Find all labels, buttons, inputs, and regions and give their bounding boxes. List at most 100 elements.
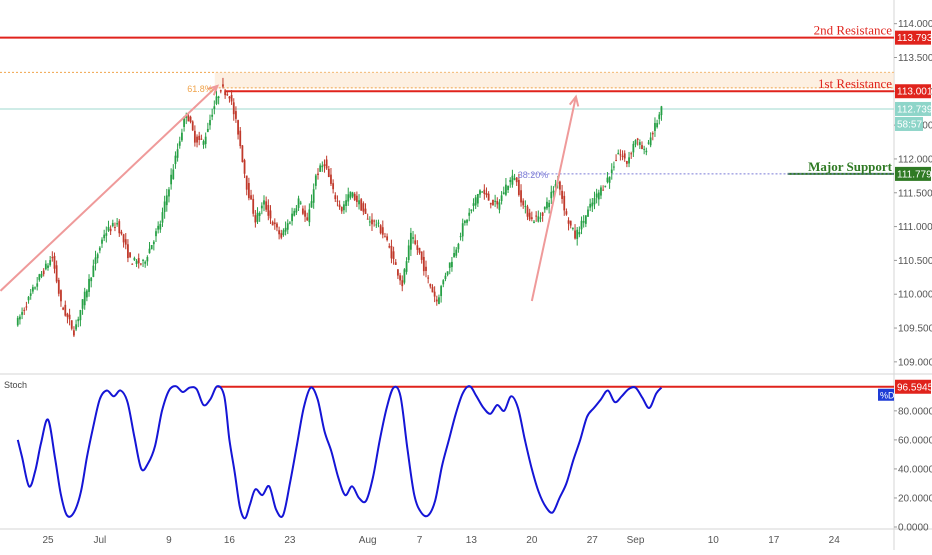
candle — [636, 137, 639, 146]
candle-body — [597, 192, 600, 200]
candle — [550, 185, 553, 204]
price-tick-label: 114.000 — [898, 19, 932, 30]
candle — [524, 200, 527, 214]
candle-body — [222, 84, 224, 87]
candle-body — [349, 191, 352, 198]
candle — [569, 220, 572, 229]
candle — [88, 274, 90, 297]
candle — [494, 194, 497, 207]
candle — [597, 189, 600, 206]
candle-body — [371, 219, 373, 225]
candle-body — [492, 199, 494, 206]
candle — [280, 229, 283, 240]
candle — [109, 225, 112, 236]
candle — [306, 212, 309, 222]
candle — [345, 194, 347, 213]
candle-body — [304, 210, 306, 217]
candle — [235, 106, 237, 123]
candle — [51, 251, 54, 262]
stoch-series-badge-bg — [878, 388, 894, 401]
candle-body — [230, 94, 233, 102]
candle — [314, 173, 317, 190]
candle-body — [34, 287, 36, 289]
candle — [226, 90, 229, 96]
candle — [496, 197, 499, 209]
candle — [323, 159, 326, 173]
candle-body — [330, 174, 332, 184]
candle — [530, 211, 533, 222]
candle — [502, 186, 505, 195]
candle-body — [137, 258, 140, 264]
candle-body — [535, 215, 538, 217]
candle — [327, 165, 330, 178]
arrow-rally-head — [207, 84, 220, 96]
stochastic-panel: Stoch 0.0000 20.0000 40.0000 60.0000 80.0000%… — [4, 379, 932, 534]
candle-body — [21, 312, 23, 315]
candle-body — [81, 299, 84, 309]
candle-body — [429, 284, 432, 287]
candle-body — [243, 160, 246, 174]
candle — [219, 89, 222, 94]
candle — [373, 219, 376, 227]
candle-body — [656, 123, 659, 128]
candle — [263, 195, 265, 212]
candle-body — [308, 209, 311, 223]
candle — [332, 179, 335, 194]
candle-body — [189, 116, 192, 122]
candle-body — [362, 203, 365, 212]
candle-body — [336, 200, 339, 202]
candle — [247, 177, 250, 201]
candle — [427, 275, 430, 284]
candle — [131, 263, 134, 265]
current-price-badge: 112.739 58:57 — [895, 101, 932, 131]
candle-body — [183, 118, 185, 127]
candle — [606, 171, 609, 184]
candle-body — [513, 178, 516, 180]
candle-body — [567, 220, 570, 224]
candle — [64, 300, 67, 317]
candle-body — [440, 286, 443, 297]
candle — [133, 256, 136, 262]
candle — [565, 208, 568, 216]
candle-body — [27, 296, 30, 301]
candle-body — [116, 223, 119, 225]
candle-body — [105, 233, 108, 236]
candle — [438, 294, 440, 305]
time-axis[interactable]: 25 Jul 9 16 23 Aug 7 13 20 27 Sep 10 17 24 — [42, 535, 840, 546]
stoch-value-badge: 96.5945 — [895, 379, 932, 394]
candle — [222, 77, 224, 89]
candle-body — [541, 212, 544, 216]
candle-body — [241, 145, 244, 163]
candle — [79, 309, 82, 327]
candle-body — [487, 193, 490, 201]
candle-body — [152, 241, 155, 245]
candle-body — [191, 121, 194, 131]
time-tick-label: Sep — [627, 535, 645, 546]
candle — [70, 320, 73, 331]
candle-body — [630, 153, 633, 155]
candle — [442, 279, 445, 288]
candle — [526, 204, 529, 221]
candle-body — [533, 221, 535, 223]
candle — [297, 195, 300, 212]
candle — [122, 233, 125, 248]
candle — [608, 176, 611, 189]
candle — [522, 198, 525, 209]
candle — [390, 239, 393, 264]
candle — [574, 224, 576, 240]
candle-body — [476, 193, 479, 204]
candle — [492, 199, 494, 206]
candle-body — [280, 233, 283, 238]
candle-body — [263, 200, 265, 205]
candle — [576, 226, 579, 246]
candle — [330, 167, 332, 186]
candle-body — [539, 217, 542, 219]
second-resistance-price-badge-text: 113.793 — [897, 33, 932, 44]
candle — [304, 205, 306, 222]
stoch-tick-label: 60.0000 — [898, 435, 932, 446]
candle — [472, 198, 475, 212]
time-tick-label: 27 — [587, 535, 599, 546]
price-axis[interactable]: 109.000 109.500 110.000 110.500 111.000 111.5… — [894, 19, 932, 368]
